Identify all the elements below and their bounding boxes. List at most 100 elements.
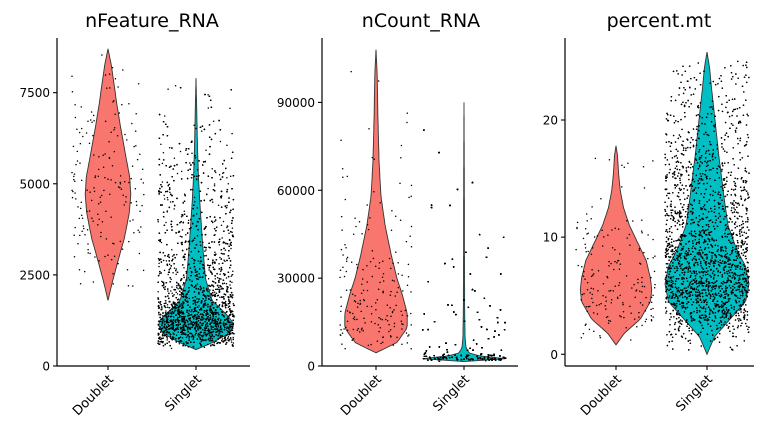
data-point	[175, 269, 177, 272]
data-point	[173, 157, 176, 159]
data-point	[374, 265, 377, 268]
data-point	[160, 320, 162, 323]
data-point	[122, 69, 124, 71]
data-point	[202, 172, 205, 174]
data-point	[202, 272, 205, 274]
data-point	[108, 156, 111, 159]
data-point	[216, 288, 218, 290]
data-point	[390, 229, 393, 231]
data-point	[168, 183, 170, 186]
data-point	[158, 301, 160, 303]
data-point	[158, 158, 161, 160]
data-point	[193, 291, 196, 293]
data-point	[169, 193, 172, 196]
data-point	[194, 275, 197, 277]
data-point	[212, 281, 215, 283]
data-point	[215, 230, 217, 232]
data-point	[353, 300, 356, 302]
data-point	[188, 314, 191, 316]
data-point	[178, 301, 181, 304]
data-point	[141, 204, 143, 207]
data-point	[220, 268, 223, 271]
data-point	[202, 161, 205, 163]
data-point	[409, 235, 411, 237]
data-point	[219, 326, 222, 328]
data-point	[159, 331, 162, 333]
data-point	[205, 274, 207, 277]
data-point	[213, 220, 216, 223]
data-point	[82, 135, 84, 138]
data-point	[361, 327, 363, 329]
data-point	[181, 330, 183, 332]
data-point	[223, 230, 225, 232]
data-point	[382, 280, 385, 282]
data-point	[193, 315, 196, 318]
data-point	[196, 234, 199, 237]
data-point	[223, 259, 225, 261]
data-point	[208, 242, 210, 244]
data-point	[193, 318, 195, 320]
data-point	[172, 336, 175, 339]
data-point	[184, 253, 186, 255]
data-point	[179, 303, 181, 306]
data-point	[221, 313, 224, 316]
data-point	[218, 262, 220, 265]
data-point	[182, 306, 184, 309]
data-point	[166, 306, 169, 308]
jitter-points-doublet	[71, 54, 145, 287]
data-point	[186, 326, 189, 328]
data-point	[196, 317, 199, 320]
data-point	[163, 304, 166, 307]
data-point	[228, 239, 231, 241]
data-point	[180, 178, 183, 180]
data-point	[210, 309, 212, 311]
data-point	[186, 335, 189, 337]
data-point	[174, 303, 177, 306]
data-point	[370, 320, 373, 323]
data-point	[169, 327, 172, 330]
data-point	[131, 165, 134, 167]
data-point	[105, 210, 107, 213]
data-point	[202, 334, 204, 337]
data-point	[158, 343, 160, 345]
data-point	[228, 197, 230, 199]
data-point	[196, 207, 199, 209]
panel-title: nCount_RNA	[362, 10, 480, 32]
data-point	[208, 153, 211, 155]
data-point	[196, 313, 199, 316]
data-point	[207, 278, 210, 280]
data-point	[178, 312, 180, 314]
data-point	[169, 191, 171, 194]
data-point	[195, 323, 198, 325]
data-point	[162, 216, 165, 218]
data-point	[210, 318, 212, 321]
data-point	[378, 267, 380, 269]
data-point	[382, 341, 384, 344]
data-point	[166, 321, 168, 324]
data-point	[126, 139, 128, 141]
data-point	[209, 316, 212, 319]
data-point	[201, 338, 204, 341]
data-point	[345, 270, 348, 273]
data-point	[190, 251, 193, 253]
data-point	[356, 329, 359, 332]
data-point	[125, 196, 127, 198]
data-point	[175, 334, 178, 336]
data-point	[171, 249, 173, 251]
data-point	[177, 283, 180, 285]
data-point	[194, 299, 196, 302]
data-point	[179, 86, 182, 89]
data-point	[182, 344, 184, 347]
data-point	[167, 255, 169, 257]
data-point	[183, 289, 185, 292]
data-point	[391, 210, 393, 212]
data-point	[211, 304, 214, 306]
data-point	[395, 251, 397, 253]
data-point	[195, 178, 198, 181]
data-point	[158, 265, 160, 268]
data-point	[169, 319, 171, 322]
data-point	[79, 234, 81, 237]
data-point	[220, 266, 223, 269]
data-point	[382, 336, 384, 338]
data-point	[109, 87, 111, 89]
